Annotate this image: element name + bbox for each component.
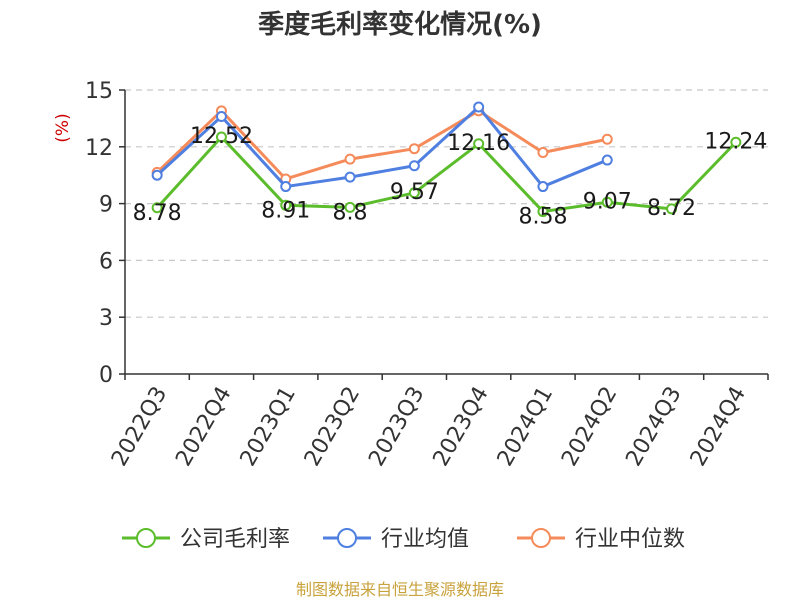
legend-label: 行业中位数	[575, 527, 685, 552]
data-point[interactable]	[408, 160, 420, 172]
legend[interactable]: 公司毛利率 行业均值 行业中位数	[122, 527, 685, 552]
data-label: 12.52	[190, 124, 253, 149]
data-label: 12.24	[704, 129, 767, 154]
legend-item[interactable]: 行业中位数	[517, 527, 685, 552]
data-point[interactable]	[215, 131, 227, 143]
data-point[interactable]	[537, 206, 549, 218]
data-point[interactable]	[473, 101, 485, 113]
data-point[interactable]	[151, 202, 163, 214]
x-tick-label: 2024Q1	[493, 383, 558, 471]
data-point[interactable]	[408, 143, 420, 155]
x-tick-label: 2024Q3	[621, 383, 686, 471]
legend-marker	[531, 528, 551, 548]
series-1	[151, 101, 613, 193]
x-tick-label: 2022Q3	[107, 383, 172, 471]
chart-title: 季度毛利率变化情况(%)	[258, 9, 542, 40]
legend-label: 公司毛利率	[180, 527, 290, 552]
data-point[interactable]	[537, 146, 549, 158]
data-label: 8.72	[647, 196, 696, 221]
series-line	[156, 135, 737, 214]
x-tick-label: 2024Q4	[686, 383, 751, 471]
y-tick-label: 0	[99, 363, 113, 388]
data-point[interactable]	[601, 196, 613, 208]
legend-label: 行业均值	[381, 527, 469, 552]
data-point[interactable]	[666, 203, 678, 215]
data-label: 8.8	[333, 200, 368, 225]
data-label: 8.58	[518, 205, 567, 230]
data-point[interactable]	[473, 138, 485, 150]
x-tick-label: 2023Q1	[236, 383, 301, 471]
data-point[interactable]	[215, 111, 227, 123]
data-point[interactable]	[344, 153, 356, 165]
legend-marker	[136, 528, 156, 548]
data-point[interactable]	[151, 169, 163, 181]
data-point[interactable]	[280, 181, 292, 193]
data-point[interactable]	[537, 181, 549, 193]
x-tick-label: 2023Q4	[429, 383, 494, 471]
legend-marker	[337, 528, 357, 548]
series-layer	[151, 101, 742, 218]
data-point[interactable]	[408, 187, 420, 199]
series-line	[156, 109, 608, 181]
legend-item[interactable]: 行业均值	[323, 527, 469, 552]
data-label: 8.78	[133, 201, 182, 226]
y-tick-label: 12	[85, 136, 113, 161]
data-label: 9.07	[583, 189, 632, 214]
y-tick-label: 15	[85, 79, 113, 104]
data-label: 12.16	[447, 131, 510, 156]
x-tick-label: 2023Q2	[300, 383, 365, 471]
x-tick-label: 2022Q4	[171, 383, 236, 471]
data-point[interactable]	[730, 136, 742, 148]
data-labels: 8.78 12.52 8.91 8.8 9.57 12.16 8.58 9.07 8.72 12.…	[133, 124, 768, 230]
y-axis-unit: (%)	[53, 113, 73, 142]
grid	[125, 89, 768, 318]
series-line	[156, 105, 608, 189]
y-tick-label: 6	[99, 249, 113, 274]
x-tick-label: 2024Q2	[557, 383, 622, 471]
x-tick-label: 2023Q3	[364, 383, 429, 471]
legend-item[interactable]: 公司毛利率	[122, 527, 290, 552]
data-point[interactable]	[280, 199, 292, 211]
axes: 036912152022Q32022Q42023Q12023Q22023Q320…	[85, 79, 769, 471]
data-label: 9.57	[390, 180, 439, 205]
source-note: 制图数据来自恒生聚源数据库	[296, 580, 504, 599]
data-point[interactable]	[601, 133, 613, 145]
y-tick-label: 9	[99, 193, 113, 218]
series-0	[151, 131, 742, 218]
y-tick-label: 3	[99, 306, 113, 331]
data-point[interactable]	[344, 171, 356, 183]
data-label: 8.91	[261, 198, 310, 223]
data-point[interactable]	[601, 154, 613, 166]
data-point[interactable]	[344, 201, 356, 213]
